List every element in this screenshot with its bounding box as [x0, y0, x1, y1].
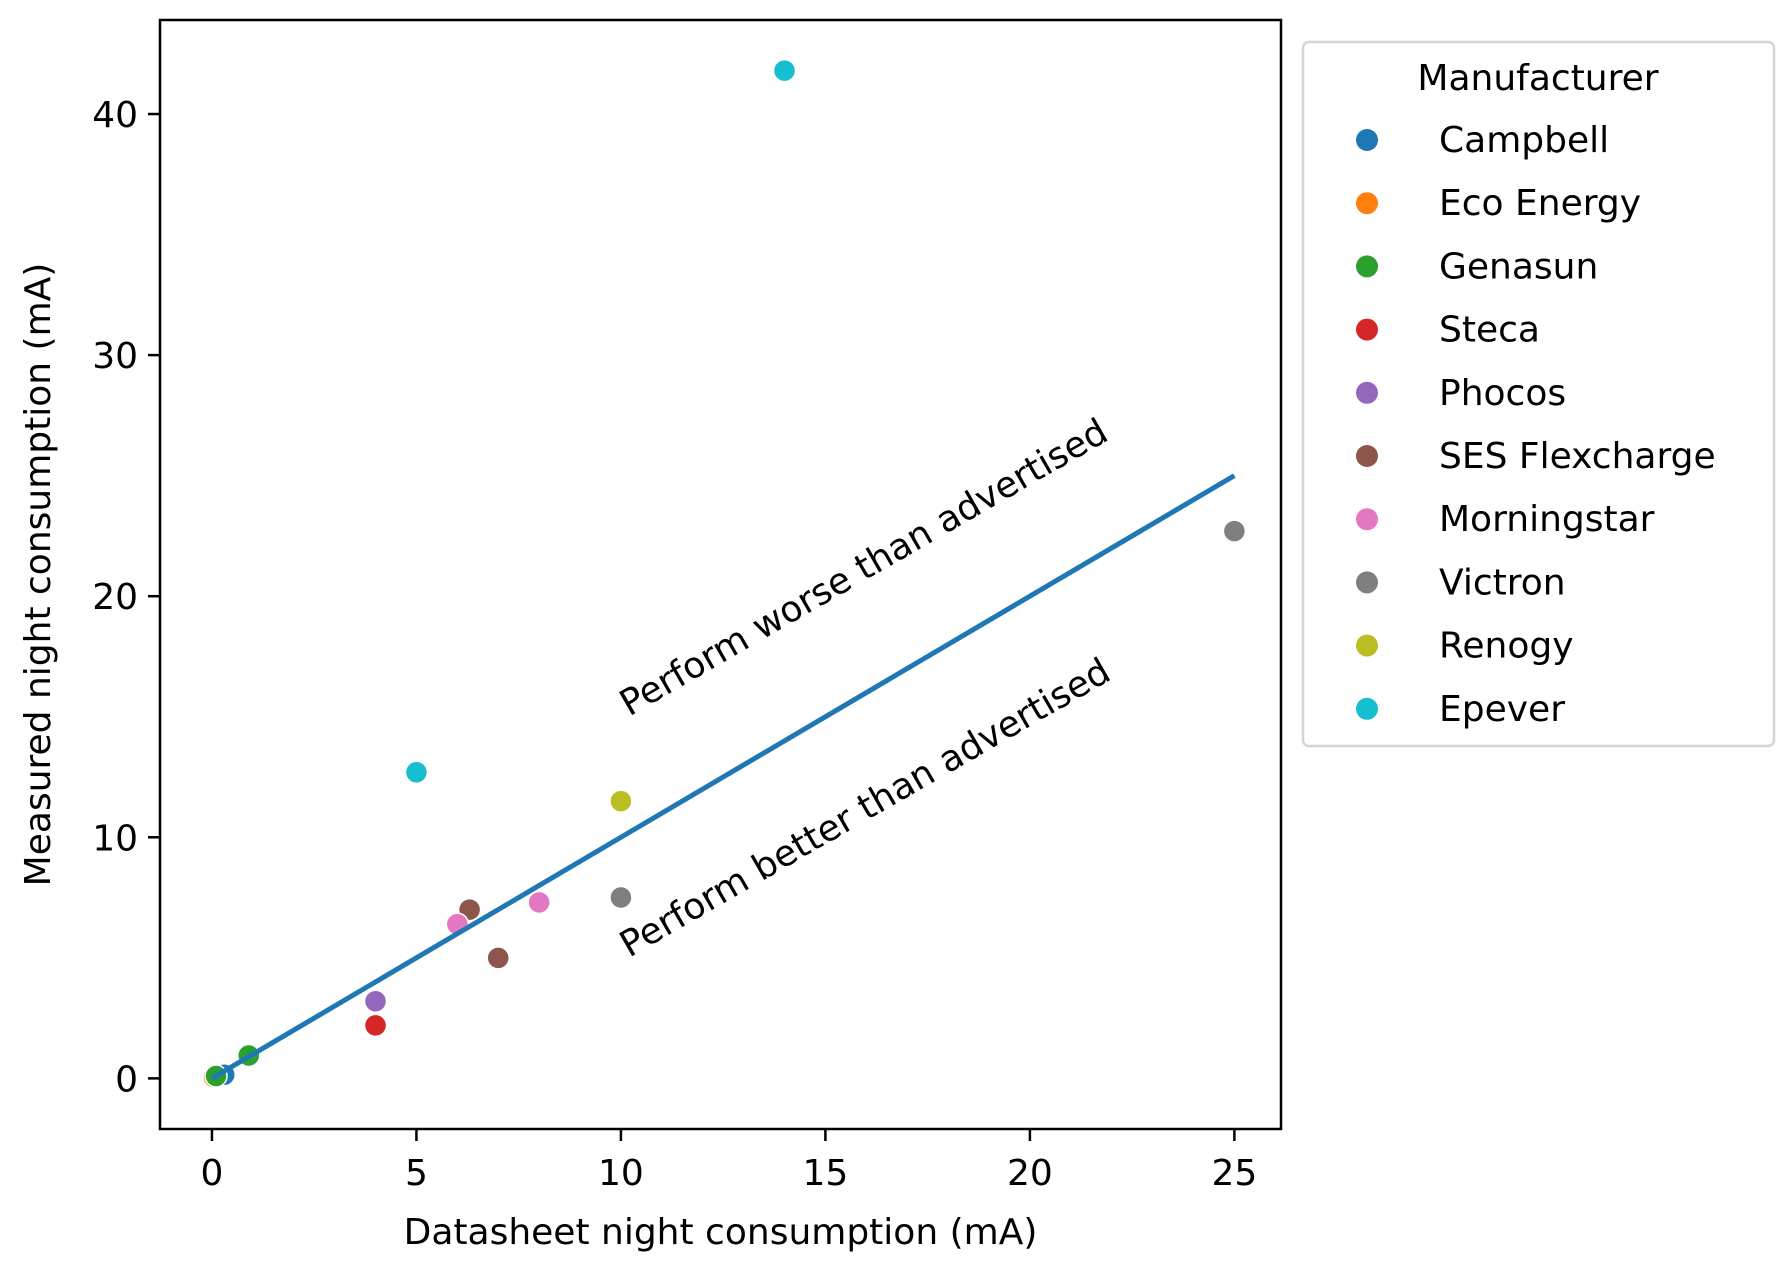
- legend-label: Phocos: [1439, 373, 1566, 414]
- legend-item-epever: Epever: [1356, 689, 1565, 730]
- x-tick-label: 5: [405, 1153, 428, 1194]
- legend-marker: [1356, 381, 1378, 404]
- legend-marker: [1356, 318, 1378, 341]
- data-point-epever-0: [404, 760, 429, 784]
- axes-frame: [158, 18, 1283, 1131]
- x-axis-label: Datasheet night consumption (mA): [404, 1212, 1038, 1253]
- plot-area: [202, 58, 1247, 1089]
- x-tick-label: 20: [1007, 1153, 1053, 1194]
- x-tick-label: 10: [598, 1153, 644, 1194]
- data-point-victron-0: [609, 885, 633, 910]
- legend-label: Victron: [1439, 562, 1566, 603]
- legend-label: Morningstar: [1439, 499, 1655, 540]
- x-tick-label: 25: [1211, 1153, 1257, 1194]
- legend-label: Eco Energy: [1439, 183, 1641, 224]
- y-axis-ticks: 0 10 20 30 40: [92, 95, 160, 1100]
- legend-item-eco-energy: Eco Energy: [1356, 183, 1641, 224]
- x-tick-label: 0: [200, 1153, 223, 1194]
- legend-title: Manufacturer: [1417, 58, 1658, 99]
- data-point-renogy-0: [609, 789, 633, 813]
- legend-item-renogy: Renogy: [1356, 626, 1574, 667]
- legend-label: Genasun: [1439, 246, 1598, 287]
- y-tick-label: 0: [115, 1059, 138, 1100]
- legend-marker: [1356, 129, 1378, 151]
- legend-item-campbell: Campbell: [1356, 120, 1609, 161]
- legend-label: Epever: [1439, 689, 1565, 730]
- data-point-phocos-0: [363, 989, 388, 1013]
- legend-items: Campbell Eco Energy Genasun Steca Phocos SES …: [1356, 120, 1716, 730]
- data-point-steca-0: [363, 1013, 388, 1038]
- y-tick-label: 10: [92, 818, 138, 859]
- legend-marker: [1356, 508, 1378, 531]
- plot-marks: [202, 58, 1247, 1089]
- legend-marker: [1356, 634, 1378, 657]
- legend-item-genasun: Genasun: [1356, 246, 1598, 287]
- reference-line-y-equals-x: [210, 473, 1236, 1081]
- data-point-victron-1: [1222, 519, 1247, 543]
- legend-marker: [1356, 697, 1378, 720]
- legend-marker: [1356, 255, 1378, 278]
- legend-item-phocos: Phocos: [1356, 373, 1566, 414]
- legend-item-ses-flexcharge: SES Flexcharge: [1356, 436, 1716, 477]
- y-tick-label: 20: [92, 577, 138, 618]
- legend-label: Renogy: [1439, 626, 1574, 667]
- legend-frame: [1301, 40, 1776, 748]
- legend: Manufacturer Campbell Eco Energy Genasun St…: [1301, 40, 1776, 748]
- x-axis-ticks: 0 5 10 15 20 25: [200, 1129, 1257, 1194]
- data-point-ses-flexcharge-1: [486, 946, 510, 970]
- data-point-morningstar-1: [527, 890, 551, 915]
- legend-item-morningstar: Morningstar: [1356, 499, 1655, 540]
- legend-label: Campbell: [1439, 120, 1609, 161]
- legend-marker: [1356, 192, 1378, 215]
- y-axis-label: Measured night consumption (mA): [18, 263, 59, 887]
- legend-item-steca: Steca: [1356, 310, 1540, 351]
- legend-marker: [1356, 445, 1378, 467]
- y-tick-label: 30: [92, 336, 138, 377]
- legend-label: Steca: [1439, 310, 1540, 351]
- legend-item-victron: Victron: [1356, 562, 1566, 603]
- y-tick-label: 40: [92, 95, 138, 136]
- legend-marker: [1356, 571, 1378, 594]
- x-tick-label: 15: [802, 1153, 848, 1194]
- data-point-epever-1: [772, 58, 797, 83]
- legend-label: SES Flexcharge: [1439, 436, 1716, 477]
